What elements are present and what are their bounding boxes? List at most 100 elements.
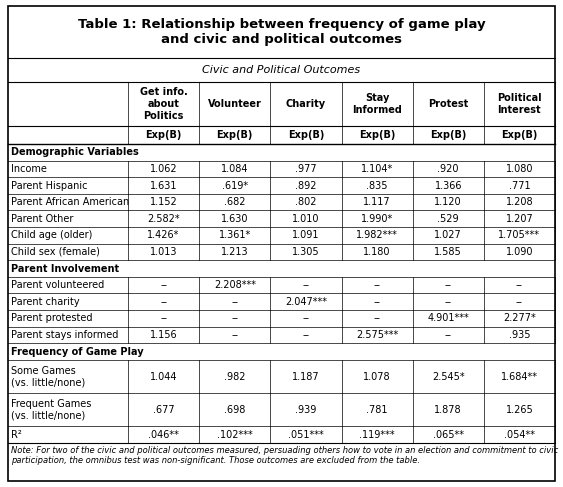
Text: 1.207: 1.207: [506, 214, 533, 224]
Text: 1.631: 1.631: [150, 181, 177, 190]
Text: --: --: [516, 297, 523, 307]
Text: .892: .892: [295, 181, 316, 190]
Text: Exp(B): Exp(B): [217, 130, 253, 140]
Text: .046**: .046**: [148, 430, 179, 440]
Text: Child age (older): Child age (older): [11, 230, 92, 241]
Text: 1.027: 1.027: [435, 230, 462, 241]
Text: .920: .920: [437, 164, 459, 174]
Text: Parent Involvement: Parent Involvement: [11, 263, 119, 274]
Text: Note: For two of the civic and political outcomes measured, persuading others ho: Note: For two of the civic and political…: [11, 446, 558, 466]
Text: .802: .802: [295, 197, 316, 207]
Text: --: --: [445, 280, 452, 290]
Text: Child sex (female): Child sex (female): [11, 247, 100, 257]
Text: 1.990*: 1.990*: [361, 214, 393, 224]
Text: --: --: [445, 297, 452, 307]
Text: Demographic Variables: Demographic Variables: [11, 147, 138, 157]
Text: 1.366: 1.366: [435, 181, 462, 190]
Text: 1.080: 1.080: [506, 164, 533, 174]
Text: --: --: [445, 330, 452, 340]
Text: 1.982***: 1.982***: [356, 230, 398, 241]
Text: Parent Other: Parent Other: [11, 214, 73, 224]
Text: 1.044: 1.044: [150, 372, 177, 381]
Text: Parent African American: Parent African American: [11, 197, 129, 207]
Text: 4.901***: 4.901***: [427, 314, 469, 323]
Text: --: --: [160, 314, 167, 323]
Text: Political
Interest: Political Interest: [497, 93, 542, 115]
Text: Parent Hispanic: Parent Hispanic: [11, 181, 87, 190]
Text: 1.208: 1.208: [506, 197, 533, 207]
Text: --: --: [302, 330, 310, 340]
Text: Table 1: Relationship between frequency of game play
and civic and political out: Table 1: Relationship between frequency …: [78, 18, 485, 46]
Text: Parent volunteered: Parent volunteered: [11, 280, 104, 290]
Text: Exp(B): Exp(B): [145, 130, 182, 140]
Text: 2.582*: 2.582*: [148, 214, 180, 224]
Text: 1.120: 1.120: [435, 197, 462, 207]
Text: 1.091: 1.091: [292, 230, 320, 241]
Text: .977: .977: [295, 164, 317, 174]
Text: 1.630: 1.630: [221, 214, 248, 224]
Text: --: --: [374, 280, 381, 290]
Text: .619*: .619*: [222, 181, 248, 190]
Text: .939: .939: [295, 405, 316, 415]
Text: 1.013: 1.013: [150, 247, 177, 257]
Text: .698: .698: [224, 405, 245, 415]
Text: Civic and Political Outcomes: Civic and Political Outcomes: [203, 65, 360, 75]
Text: .102***: .102***: [217, 430, 253, 440]
Text: 1.180: 1.180: [363, 247, 391, 257]
Text: Income: Income: [11, 164, 47, 174]
Text: .771: .771: [508, 181, 530, 190]
Text: 1.705***: 1.705***: [498, 230, 540, 241]
Text: 1.265: 1.265: [506, 405, 533, 415]
Text: 1.187: 1.187: [292, 372, 320, 381]
Text: 1.062: 1.062: [150, 164, 177, 174]
Text: 1.585: 1.585: [435, 247, 462, 257]
Text: Exp(B): Exp(B): [430, 130, 466, 140]
Text: --: --: [231, 297, 238, 307]
Text: Some Games
(vs. little/none): Some Games (vs. little/none): [11, 366, 85, 387]
Text: Parent charity: Parent charity: [11, 297, 79, 307]
Text: Charity: Charity: [286, 99, 326, 109]
Text: 1.305: 1.305: [292, 247, 320, 257]
Text: --: --: [302, 314, 310, 323]
Text: --: --: [231, 330, 238, 340]
Text: --: --: [231, 314, 238, 323]
Text: 2.545*: 2.545*: [432, 372, 464, 381]
Text: Volunteer: Volunteer: [208, 99, 262, 109]
Text: 1.878: 1.878: [435, 405, 462, 415]
Text: Parent protested: Parent protested: [11, 314, 92, 323]
Text: 2.047***: 2.047***: [285, 297, 327, 307]
Text: .054**: .054**: [504, 430, 535, 440]
Text: .682: .682: [224, 197, 245, 207]
Text: .529: .529: [437, 214, 459, 224]
Text: 1.156: 1.156: [150, 330, 177, 340]
Text: 1.213: 1.213: [221, 247, 248, 257]
Text: --: --: [374, 314, 381, 323]
Text: R²: R²: [11, 430, 22, 440]
Text: .835: .835: [367, 181, 388, 190]
Text: 1.361*: 1.361*: [218, 230, 251, 241]
Text: --: --: [160, 297, 167, 307]
Text: .982: .982: [224, 372, 245, 381]
Text: .065**: .065**: [433, 430, 464, 440]
Text: Stay
Informed: Stay Informed: [352, 93, 402, 115]
Text: 1.090: 1.090: [506, 247, 533, 257]
Text: .119***: .119***: [359, 430, 395, 440]
Text: 1.010: 1.010: [292, 214, 320, 224]
Text: Parent stays informed: Parent stays informed: [11, 330, 118, 340]
Text: 1.084: 1.084: [221, 164, 248, 174]
Text: --: --: [160, 280, 167, 290]
Text: --: --: [374, 297, 381, 307]
Text: --: --: [516, 280, 523, 290]
Text: .051***: .051***: [288, 430, 324, 440]
Text: Frequent Games
(vs. little/none): Frequent Games (vs. little/none): [11, 399, 91, 421]
Text: Protest: Protest: [428, 99, 468, 109]
Text: 1.684**: 1.684**: [501, 372, 538, 381]
Text: --: --: [302, 280, 310, 290]
Text: Exp(B): Exp(B): [359, 130, 395, 140]
Text: 2.575***: 2.575***: [356, 330, 398, 340]
Text: 2.208***: 2.208***: [214, 280, 256, 290]
Text: 1.426*: 1.426*: [148, 230, 180, 241]
Text: 1.104*: 1.104*: [361, 164, 393, 174]
Text: .781: .781: [367, 405, 388, 415]
Text: 1.152: 1.152: [150, 197, 177, 207]
